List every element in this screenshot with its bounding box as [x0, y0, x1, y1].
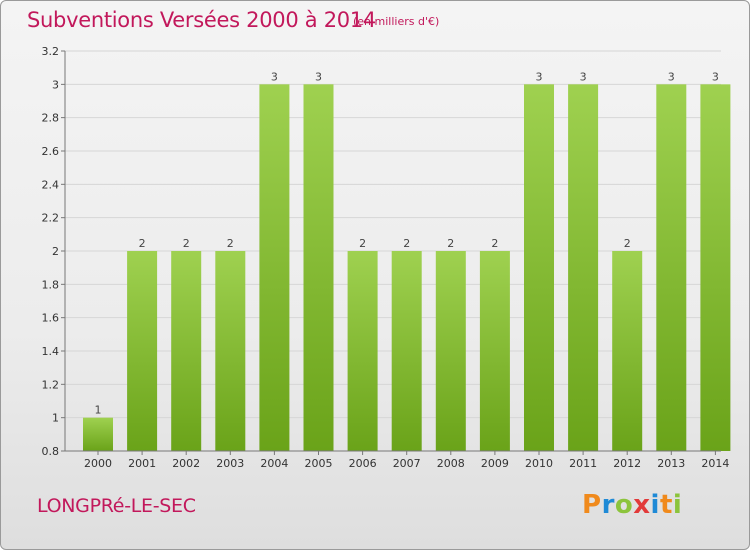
- data-label: 2: [491, 237, 498, 250]
- chart-unit-note: (en milliers d'€): [353, 15, 440, 28]
- bar: [479, 251, 510, 451]
- logo-letter: P: [582, 490, 602, 520]
- bar: [391, 251, 422, 451]
- bar: [568, 84, 599, 451]
- y-tick-label: 1.8: [42, 278, 60, 291]
- y-tick-label: 1.2: [42, 378, 60, 391]
- y-tick-label: 3: [52, 78, 59, 91]
- bar: [347, 251, 378, 451]
- x-tick-label: 2004: [260, 457, 288, 470]
- data-label: 2: [227, 237, 234, 250]
- data-label: 2: [139, 237, 146, 250]
- x-tick-label: 2005: [305, 457, 333, 470]
- logo-letter: o: [614, 490, 634, 520]
- x-tick-label: 2007: [393, 457, 421, 470]
- logo-letter: t: [659, 490, 673, 520]
- proxiti-logo: Proxiti: [582, 490, 682, 520]
- city-name: LONGPRé-LE-SEC: [37, 495, 196, 517]
- y-tick-label: 1: [52, 412, 59, 425]
- x-tick-label: 2011: [569, 457, 597, 470]
- x-tick-label: 2003: [216, 457, 244, 470]
- logo-letter: r: [601, 490, 615, 520]
- bar: [303, 84, 334, 451]
- x-tick-label: 2000: [84, 457, 112, 470]
- y-tick-label: 0.8: [42, 445, 60, 458]
- y-tick-label: 2.6: [42, 145, 60, 158]
- bar: [656, 84, 687, 451]
- bar: [171, 251, 202, 451]
- y-tick-label: 2.4: [42, 178, 60, 191]
- data-label: 3: [271, 70, 278, 83]
- logo-letter: i: [672, 490, 683, 520]
- y-tick-label: 1.4: [42, 345, 60, 358]
- data-label: 3: [668, 70, 675, 83]
- data-label: 2: [447, 237, 454, 250]
- x-tick-label: 2008: [437, 457, 465, 470]
- bar: [612, 251, 643, 451]
- x-tick-label: 2001: [128, 457, 156, 470]
- x-tick-label: 2006: [349, 457, 377, 470]
- x-tick-label: 2013: [657, 457, 685, 470]
- bar: [524, 84, 554, 451]
- bar: [127, 251, 158, 451]
- data-label: 1: [95, 404, 102, 417]
- x-tick-label: 2014: [701, 457, 729, 470]
- logo-letter: i: [650, 490, 660, 520]
- x-tick-label: 2012: [613, 457, 641, 470]
- y-tick-label: 1.6: [42, 312, 60, 325]
- data-label: 3: [580, 70, 587, 83]
- y-tick-label: 3.2: [42, 45, 60, 58]
- data-label: 2: [403, 237, 410, 250]
- data-label: 2: [183, 237, 190, 250]
- x-tick-label: 2010: [525, 457, 553, 470]
- y-tick-label: 2.8: [42, 112, 60, 125]
- bar: [435, 251, 466, 451]
- data-label: 3: [712, 70, 719, 83]
- data-label: 3: [315, 70, 322, 83]
- logo-letter: x: [633, 490, 651, 520]
- chart-title: Subventions Versées 2000 à 2014: [27, 8, 376, 32]
- x-tick-label: 2002: [172, 457, 200, 470]
- x-tick-label: 2009: [481, 457, 509, 470]
- data-label: 2: [624, 237, 631, 250]
- bar: [700, 84, 731, 451]
- data-label: 3: [536, 70, 543, 83]
- data-label: 2: [359, 237, 366, 250]
- bar: [83, 417, 113, 451]
- bar: [215, 251, 246, 451]
- bar: [259, 84, 290, 451]
- y-tick-label: 2.2: [42, 212, 60, 225]
- y-tick-label: 2: [52, 245, 59, 258]
